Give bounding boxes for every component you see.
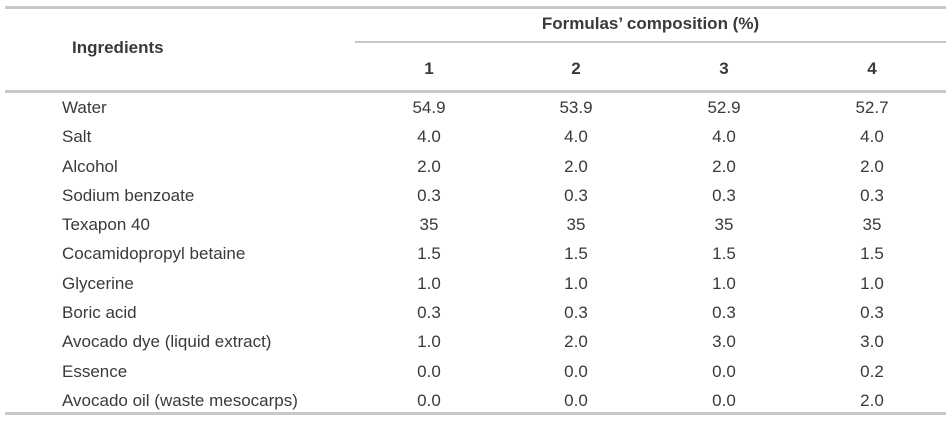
column-header-4: 4 [867, 59, 877, 78]
value-formula-1: 1.5 [417, 244, 441, 264]
ingredient-name: Glycerine [62, 273, 134, 293]
value-formula-4: 3.0 [860, 332, 884, 352]
value-formula-3: 1.0 [712, 273, 736, 293]
value-formula-4: 2.0 [860, 390, 884, 410]
table-body: Water 54.9 53.9 52.9 52.7 Salt 4.0 4.0 4… [0, 94, 952, 416]
table-row: Avocado dye (liquid extract) 1.0 2.0 3.0… [0, 328, 952, 357]
value-formula-1: 1.0 [417, 332, 441, 352]
value-formula-2: 0.0 [564, 390, 588, 410]
value-formula-4: 4.0 [860, 127, 884, 147]
value-formula-4: 2.0 [860, 156, 884, 176]
value-formula-4: 0.2 [860, 361, 884, 381]
value-formula-2: 4.0 [564, 127, 588, 147]
value-formula-4: 1.0 [860, 273, 884, 293]
ingredient-name: Boric acid [62, 303, 137, 323]
bottom-rule [5, 412, 946, 415]
value-formula-3: 0.0 [712, 390, 736, 410]
table-row: Texapon 40 35 35 35 35 [0, 211, 952, 240]
header-formulas-composition: Formulas’ composition (%) [541, 14, 760, 33]
value-formula-2: 53.9 [559, 98, 593, 117]
value-formula-4: 1.5 [860, 244, 884, 264]
value-formula-3: 2.0 [712, 156, 736, 176]
value-formula-1: 35 [419, 215, 439, 235]
value-formula-2: 1.5 [564, 244, 588, 264]
column-header-3: 3 [719, 59, 729, 78]
ingredient-name: Water [62, 98, 107, 117]
header-ingredients: Ingredients [72, 38, 164, 57]
value-formula-3: 4.0 [712, 127, 736, 147]
value-formula-3: 0.0 [712, 361, 736, 381]
column-header-2: 2 [571, 59, 581, 78]
ingredient-name: Texapon 40 [62, 215, 150, 235]
table-row: Alcohol 2.0 2.0 2.0 2.0 [0, 153, 952, 182]
value-formula-4: 52.7 [855, 98, 889, 117]
value-formula-1: 54.9 [412, 98, 446, 117]
table-row: Boric acid 0.3 0.3 0.3 0.3 [0, 299, 952, 328]
table-row: Glycerine 1.0 1.0 1.0 1.0 [0, 270, 952, 299]
value-formula-3: 0.3 [712, 185, 736, 205]
value-formula-2: 2.0 [564, 156, 588, 176]
value-formula-2: 0.0 [564, 361, 588, 381]
value-formula-4: 0.3 [860, 303, 884, 323]
table-row: Salt 4.0 4.0 4.0 4.0 [0, 123, 952, 152]
ingredient-name: Avocado oil (waste mesocarps) [62, 390, 298, 410]
table-row: Sodium benzoate 0.3 0.3 0.3 0.3 [0, 182, 952, 211]
column-header-1: 1 [424, 59, 434, 78]
value-formula-1: 2.0 [417, 156, 441, 176]
value-formula-4: 0.3 [860, 185, 884, 205]
value-formula-2: 1.0 [564, 273, 588, 293]
top-rule [5, 6, 946, 9]
value-formula-3: 0.3 [712, 303, 736, 323]
ingredient-name: Avocado dye (liquid extract) [62, 332, 272, 352]
value-formula-3: 3.0 [712, 332, 736, 352]
value-formula-1: 1.0 [417, 273, 441, 293]
ingredient-name: Cocamidopropyl betaine [62, 244, 246, 264]
value-formula-1: 0.3 [417, 303, 441, 323]
table-row: Water 54.9 53.9 52.9 52.7 [0, 94, 952, 123]
table-row: Essence 0.0 0.0 0.0 0.2 [0, 358, 952, 387]
value-formula-1: 0.0 [417, 361, 441, 381]
value-formula-1: 0.0 [417, 390, 441, 410]
value-formula-3: 35 [714, 215, 734, 235]
value-formula-3: 1.5 [712, 244, 736, 264]
value-formula-2: 35 [566, 215, 586, 235]
ingredient-name: Salt [62, 127, 92, 147]
value-formula-1: 0.3 [417, 185, 441, 205]
value-formula-4: 35 [862, 215, 882, 235]
table-row: Avocado oil (waste mesocarps) 0.0 0.0 0.… [0, 387, 952, 416]
value-formula-2: 0.3 [564, 303, 588, 323]
header-rule [5, 90, 946, 93]
value-formula-2: 2.0 [564, 332, 588, 352]
ingredient-name: Alcohol [62, 156, 118, 176]
group-rule [355, 41, 946, 43]
value-formula-1: 4.0 [417, 127, 441, 147]
value-formula-3: 52.9 [707, 98, 741, 117]
ingredient-name: Essence [62, 361, 128, 381]
value-formula-2: 0.3 [564, 185, 588, 205]
table-row: Cocamidopropyl betaine 1.5 1.5 1.5 1.5 [0, 240, 952, 269]
ingredient-name: Sodium benzoate [62, 185, 195, 205]
